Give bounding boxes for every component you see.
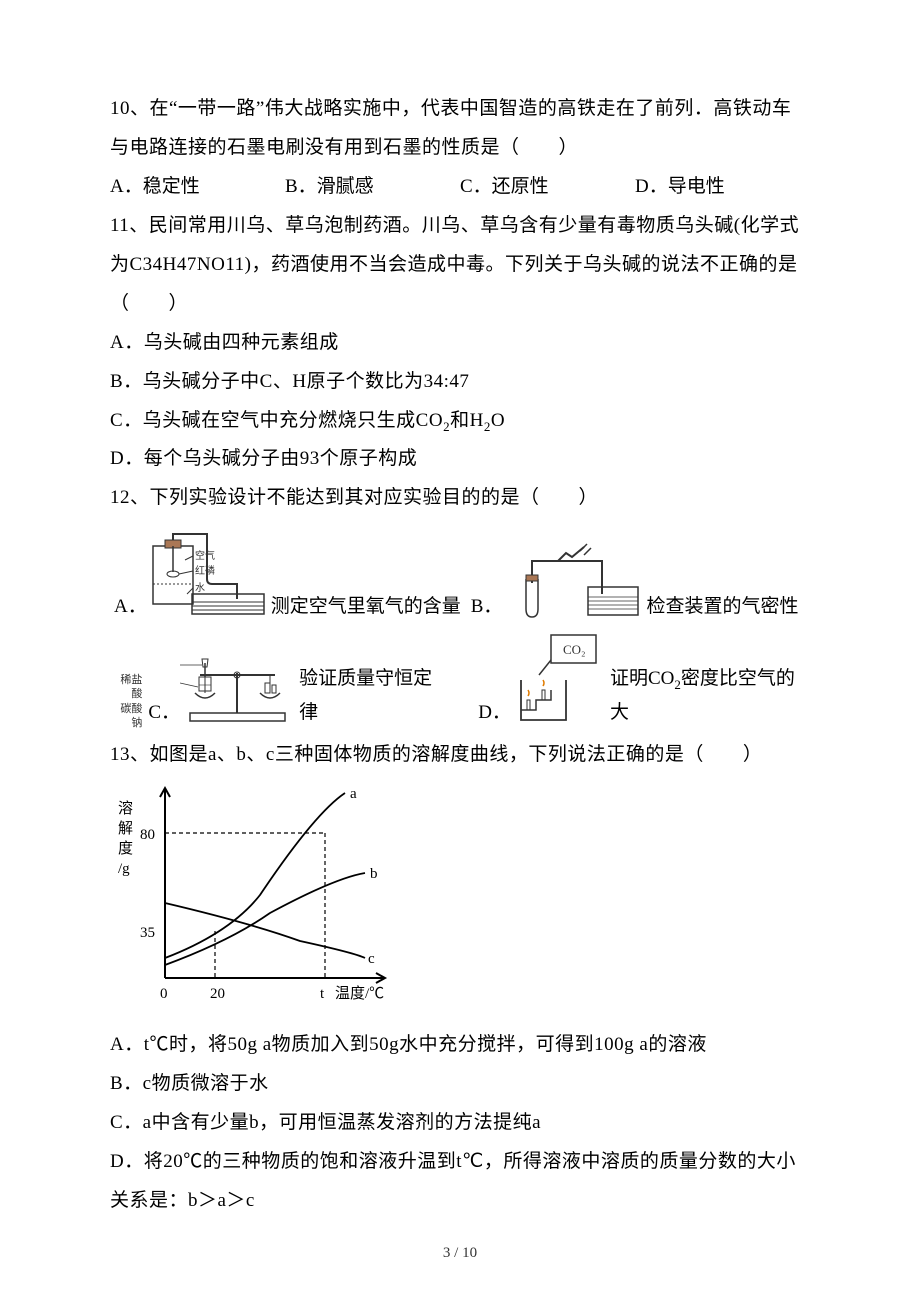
q12-b-label: B．: [461, 590, 503, 624]
svg-text:CO₂: CO₂: [563, 642, 586, 657]
q10-opt-b: B．滑腻感: [285, 168, 460, 207]
svg-text:解: 解: [118, 820, 133, 837]
q10-options: A．稳定性 B．滑腻感 C．还原性 D．导电性: [110, 168, 810, 207]
q10-opt-c: C．还原性: [460, 168, 635, 207]
q12-stem: 12、下列实验设计不能达到其对应实验目的的是（ ）: [110, 479, 810, 518]
q11-opt-c: C．乌头碱在空气中充分燃烧只生成CO2和H2O: [110, 402, 810, 441]
q12-diagram-b: [502, 539, 642, 624]
q12-d-label: D．: [448, 696, 511, 730]
q12-diagram-c: [180, 653, 295, 730]
q12-row-ab: A． 空气 红磷 水: [110, 524, 810, 624]
q12-d-pre: 证明CO: [610, 668, 674, 689]
q13-opt-b: B．c物质微溶于水: [110, 1065, 810, 1104]
svg-text:a: a: [350, 786, 357, 802]
q12-diagram-d: CO₂: [511, 630, 606, 730]
svg-text:水: 水: [195, 582, 205, 594]
q12-diagram-a: 空气 红磷 水: [147, 524, 267, 624]
svg-text:红磷: 红磷: [195, 564, 215, 577]
svg-text:c: c: [368, 951, 375, 967]
q12-c-hcl: 稀盐酸: [110, 673, 142, 702]
q11-opt-b: B．乌头碱分子中C、H原子个数比为34:47: [110, 363, 810, 402]
q12-c-na2co3: 碳酸钠: [110, 702, 142, 731]
q12-d-desc: 证明CO2密度比空气的大: [606, 662, 810, 730]
svg-text:度: 度: [118, 840, 133, 857]
solubility-chart: 溶解度/g 温度/℃ 35 80 0 20 t a b c: [110, 783, 810, 1018]
q10-opt-a: A．稳定性: [110, 168, 285, 207]
q13-opt-a: A．t℃时，将50g a物质加入到50g水中充分搅拌，可得到100g a的溶液: [110, 1026, 810, 1065]
q11-c-pre: C．乌头碱在空气中充分燃烧只生成CO: [110, 410, 443, 431]
q13-stem: 13、如图是a、b、c三种固体物质的溶解度曲线，下列说法正确的是（ ）: [110, 736, 810, 775]
q12-c-desc: 验证质量守恒定律: [295, 662, 448, 730]
q11-opt-a: A．乌头碱由四种元素组成: [110, 324, 810, 363]
q11-c-mid: 和H: [450, 410, 484, 431]
q10-opt-d: D．导电性: [635, 168, 810, 207]
svg-text:t: t: [320, 986, 325, 1002]
svg-text:0: 0: [160, 986, 168, 1002]
svg-text:/g: /g: [118, 861, 130, 877]
q11-opt-d: D．每个乌头碱分子由93个原子构成: [110, 440, 810, 479]
page-footer: 3 / 10: [110, 1245, 810, 1262]
svg-text:溶: 溶: [118, 800, 133, 817]
svg-text:20: 20: [210, 986, 225, 1002]
q12-b-desc: 检查装置的气密性: [642, 590, 798, 624]
q11-stem: 11、民间常用川乌、草乌泡制药酒。川乌、草乌含有少量有毒物质乌头碱(化学式为C3…: [110, 207, 810, 324]
q11-c-sub2: 2: [484, 418, 491, 433]
q12-a-desc: 测定空气里氧气的含量: [267, 590, 461, 624]
svg-text:空气: 空气: [195, 549, 215, 562]
q12-a-label: A．: [110, 590, 147, 624]
q10-stem: 10、在“一带一路”伟大战略实施中，代表中国智造的高铁走在了前列．高铁动车与电路…: [110, 90, 810, 168]
q12-c-labels: 稀盐酸 碳酸钠: [110, 673, 144, 730]
q13-opt-d: D．将20℃的三种物质的饱和溶液升温到t℃，所得溶液中溶质的质量分数的大小关系是…: [110, 1143, 810, 1221]
page: 10、在“一带一路”伟大战略实施中，代表中国智造的高铁走在了前列．高铁动车与电路…: [0, 0, 920, 1302]
svg-text:80: 80: [140, 827, 155, 843]
q12-row-cd: 稀盐酸 碳酸钠 C．: [110, 630, 810, 730]
svg-text:35: 35: [140, 925, 155, 941]
q11-c-post: O: [491, 410, 505, 431]
svg-text:b: b: [370, 866, 378, 882]
q12-c-label: C．: [144, 696, 180, 730]
q13-opt-c: C．a中含有少量b，可用恒温蒸发溶剂的方法提纯a: [110, 1104, 810, 1143]
svg-text:温度/℃: 温度/℃: [335, 985, 384, 1002]
